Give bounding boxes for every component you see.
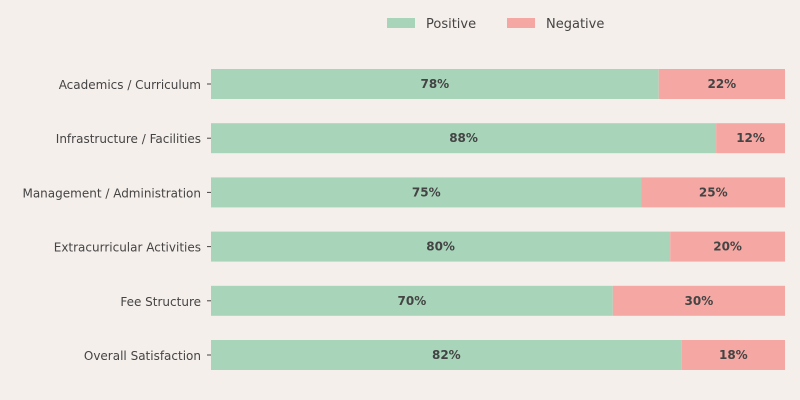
bar-positive-infrastructure-facilities [211, 123, 717, 154]
bar-negative-academics-curriculum [658, 69, 785, 99]
data-label-negative-infrastructure-facilities: 12% [736, 131, 765, 145]
bar-positive-fee-structure [211, 285, 613, 316]
y-axis: Academics / Curriculum Infrastructure / F… [22, 78, 211, 363]
bar-negative-overall-satisfaction [681, 340, 785, 370]
legend-swatch-positive [387, 18, 415, 28]
bar-negative-fee-structure [612, 285, 785, 316]
data-label-negative-overall-satisfaction: 18% [719, 348, 748, 362]
data-label-positive-overall-satisfaction: 82% [432, 348, 461, 362]
data-label-positive-academics-curriculum: 78% [420, 77, 449, 91]
data-label-negative-academics-curriculum: 22% [707, 77, 736, 91]
bar-positive-extracurricular-activities [211, 231, 671, 262]
bar-negative-infrastructure-facilities [716, 123, 785, 154]
y-tick-label-management-administration: Management / Administration [22, 186, 201, 200]
data-label-negative-extracurricular-activities: 20% [713, 240, 742, 254]
data-label-positive-extracurricular-activities: 80% [426, 240, 455, 254]
legend-label-negative: Negative [546, 17, 604, 32]
data-label-positive-infrastructure-facilities: 88% [449, 131, 478, 145]
bar-positive-overall-satisfaction [211, 340, 682, 370]
data-label-negative-management-administration: 25% [699, 185, 728, 199]
y-tick-label-fee-structure: Fee Structure [120, 295, 201, 309]
legend-label-positive: Positive [426, 17, 476, 32]
bar-positive-academics-curriculum [211, 69, 659, 99]
y-tick-label-infrastructure-facilities: Infrastructure / Facilities [56, 132, 201, 146]
y-tick-label-extracurricular-activities: Extracurricular Activities [54, 241, 201, 255]
data-label-positive-fee-structure: 70% [398, 294, 427, 308]
y-tick-label-academics-curriculum: Academics / Curriculum [59, 78, 201, 92]
bar-negative-management-administration [641, 177, 785, 208]
chart-legend: Positive Negative [387, 17, 604, 32]
legend-swatch-negative [507, 18, 535, 28]
data-label-negative-fee-structure: 30% [685, 294, 714, 308]
data-label-positive-management-administration: 75% [412, 185, 441, 199]
bar-negative-extracurricular-activities [670, 231, 785, 262]
bar-positive-management-administration [211, 177, 642, 208]
y-tick-label-overall-satisfaction: Overall Satisfaction [84, 349, 201, 363]
bars-group: 78% 22% 88% 12% 75% 25% 80% 20% 70% 30% 82% 18% [211, 69, 785, 370]
